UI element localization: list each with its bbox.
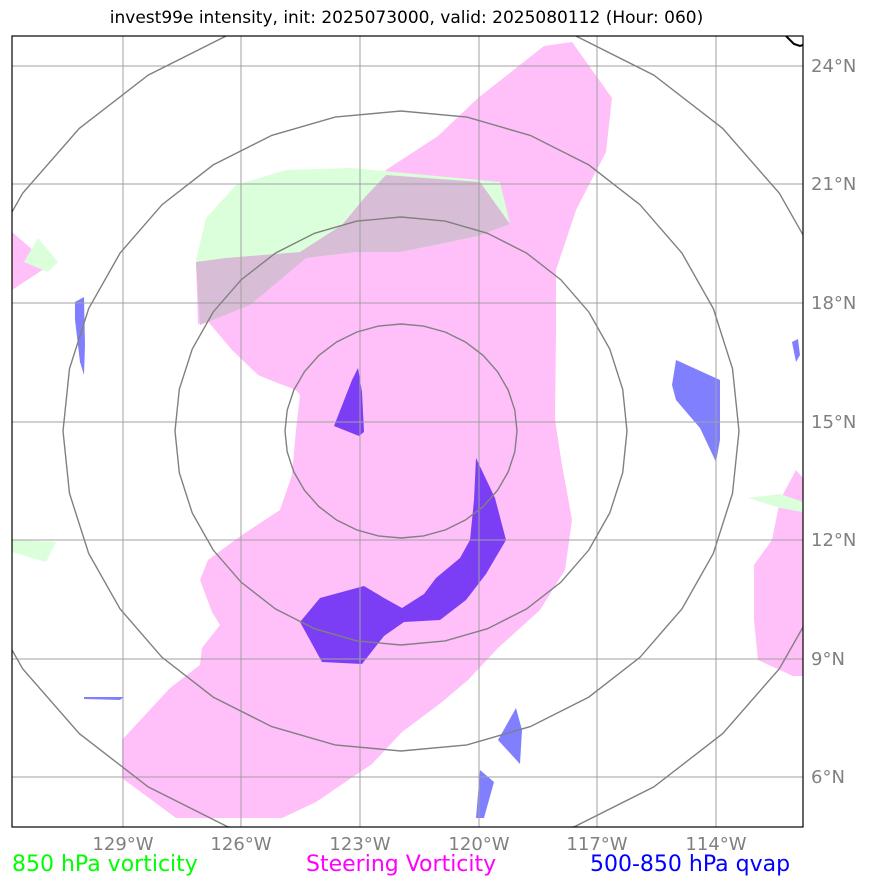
lon-label-120w: 120°W	[448, 834, 509, 855]
longitude-labels: 129°W 126°W 123°W 120°W 117°W 114°W	[92, 834, 746, 855]
range-ring	[284, 323, 518, 539]
map-frame	[11, 35, 804, 828]
legend-steering-vorticity: Steering Vorticity	[306, 852, 497, 877]
vort850-region-west	[24, 238, 58, 272]
range-ring	[174, 216, 628, 646]
lat-label-21n: 21°N	[811, 174, 856, 195]
vort850-region-east	[748, 494, 803, 512]
lon-label-114w: 114°W	[685, 834, 746, 855]
range-ring	[12, 36, 803, 827]
steering-vorticity-region-east	[754, 470, 803, 676]
qvap-region-core	[334, 368, 364, 436]
lon-label-129w: 129°W	[92, 834, 153, 855]
lat-label-18n: 18°N	[811, 293, 856, 314]
qvap-region-southwest-sliver	[84, 697, 124, 700]
range-rings	[12, 36, 803, 827]
range-ring	[62, 110, 740, 752]
coastline-fragment	[785, 36, 803, 48]
legend-qvap: 500-850 hPa qvap	[590, 852, 791, 877]
lon-label-123w: 123°W	[329, 834, 390, 855]
lat-label-24n: 24°N	[811, 56, 856, 77]
lon-label-117w: 117°W	[566, 834, 627, 855]
latitude-labels: 24°N 21°N 18°N 15°N 12°N 9°N 6°N	[811, 56, 856, 788]
lon-label-126w: 126°W	[210, 834, 271, 855]
qvap-region-south	[498, 708, 522, 764]
qvap-region-northeast	[672, 360, 720, 462]
lat-label-15n: 15°N	[811, 412, 856, 433]
lat-label-12n: 12°N	[811, 530, 856, 551]
map-plot-area	[12, 36, 803, 827]
lat-label-6n: 6°N	[811, 767, 845, 788]
qvap-region-band	[300, 458, 506, 664]
qvap-region-far-east	[792, 339, 800, 362]
legend-850hpa-vorticity: 850 hPa vorticity	[12, 852, 198, 877]
lat-lon-gridlines	[12, 36, 803, 827]
qvap-region-south-bottom	[476, 770, 494, 818]
overlap-region	[196, 175, 510, 325]
map-title: invest99e intensity, init: 2025073000, v…	[109, 8, 704, 28]
lat-label-9n: 9°N	[811, 649, 845, 670]
vort850-region-southwest	[12, 540, 56, 562]
